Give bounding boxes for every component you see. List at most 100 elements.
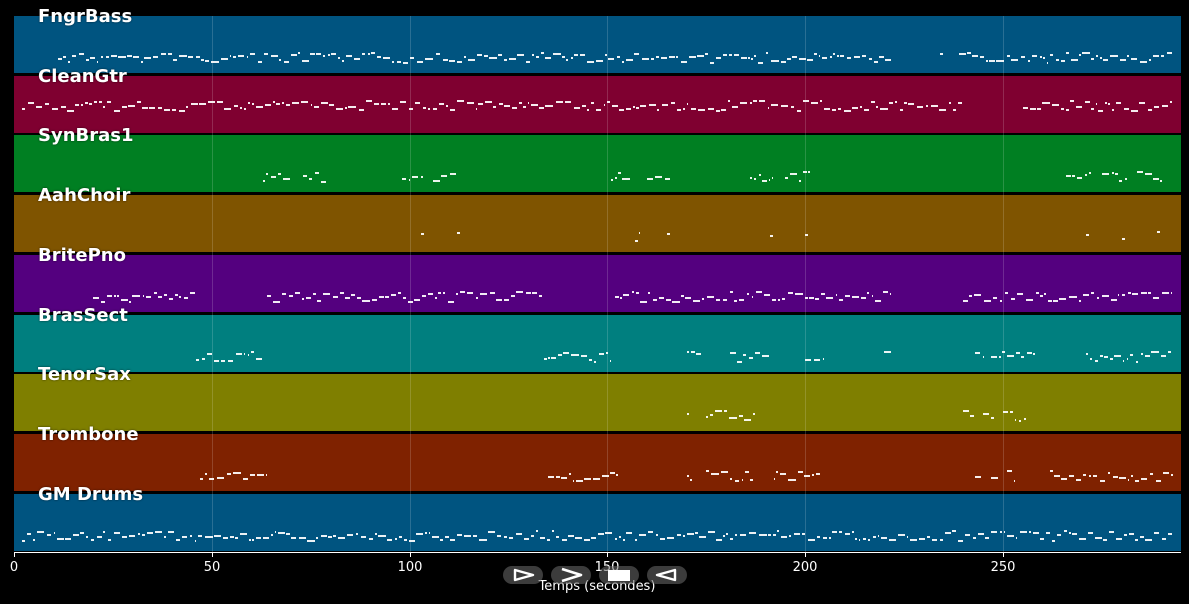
note-mark [686,475,689,477]
note-mark [485,101,492,103]
note-mark [401,178,407,180]
note-mark [855,538,858,540]
note-mark [715,539,722,541]
note-mark [768,534,772,536]
note-mark [1091,292,1095,294]
note-mark [1118,477,1127,479]
note-mark [337,537,346,539]
note-mark [705,53,709,55]
note-mark [701,298,705,300]
note-mark [722,299,728,301]
x-tick [607,552,608,557]
note-mark [982,356,985,358]
note-mark [1059,298,1067,300]
x-tick [1003,552,1004,557]
back-button[interactable] [647,566,687,584]
note-mark [822,57,828,59]
next-button[interactable] [551,566,591,584]
note-mark [759,534,767,536]
note-mark [605,532,612,534]
note-mark [991,356,998,358]
note-mark [466,102,475,104]
note-mark [622,539,626,541]
note-mark [790,173,798,175]
note-mark [1084,101,1090,103]
note-mark [787,58,791,60]
note-mark [724,410,728,412]
note-mark [879,56,884,58]
note-mark [581,355,587,357]
note-mark [737,361,742,363]
note-mark [805,234,809,236]
note-mark [282,293,286,295]
note-mark [1011,59,1019,61]
note-mark [888,102,894,104]
note-mark [114,295,117,297]
note-mark [931,539,938,541]
note-mark [403,297,406,299]
note-mark [832,531,838,533]
note-mark [761,180,767,182]
note-mark [1096,297,1100,299]
note-mark [797,471,803,473]
note-mark [648,292,651,294]
track-label: SynBras1 [38,125,134,146]
note-mark [810,102,818,104]
note-mark [478,103,483,105]
note-mark [563,352,570,354]
note-mark [807,59,814,61]
note-mark [63,56,67,58]
note-mark [620,297,622,299]
stop-button[interactable] [599,566,639,584]
note-mark [106,295,113,297]
x-tick-label: 100 [397,560,423,575]
note-mark [1035,292,1039,294]
play-button[interactable] [503,566,543,584]
note-mark [723,535,725,537]
note-mark [861,297,866,299]
note-mark [1145,173,1152,175]
note-mark [1129,533,1135,535]
note-mark [381,103,387,105]
note-mark [84,102,88,104]
note-mark [530,104,539,106]
note-mark [93,297,99,299]
note-mark [358,109,365,111]
note-mark [270,534,273,536]
note-mark [201,59,205,61]
note-mark [525,61,530,63]
note-mark [753,55,756,57]
note-mark [877,535,880,537]
note-mark [734,300,737,302]
note-mark [594,361,597,363]
note-mark [741,57,747,59]
note-mark [72,55,77,57]
note-mark [361,53,366,55]
note-mark [298,52,301,54]
note-mark [1161,105,1169,107]
note-mark [368,53,371,55]
note-mark [314,172,320,174]
note-mark [333,535,337,537]
note-mark [742,354,747,356]
note-mark [400,101,407,103]
track-label: Trombone [38,424,139,445]
note-mark [823,108,830,110]
note-mark [844,295,850,297]
note-mark [749,479,753,481]
note-mark [1152,297,1159,299]
note-mark [282,102,284,104]
note-mark [545,105,553,107]
note-mark [608,58,614,60]
note-mark [313,293,316,295]
note-mark [1082,474,1087,476]
note-mark [1127,479,1130,481]
x-tick-label: 200 [792,560,818,575]
note-mark [1079,300,1082,302]
note-mark [538,295,543,297]
note-mark [771,177,774,179]
note-mark [263,537,270,539]
note-mark [101,301,105,303]
note-mark [993,297,998,299]
note-mark [795,293,803,295]
